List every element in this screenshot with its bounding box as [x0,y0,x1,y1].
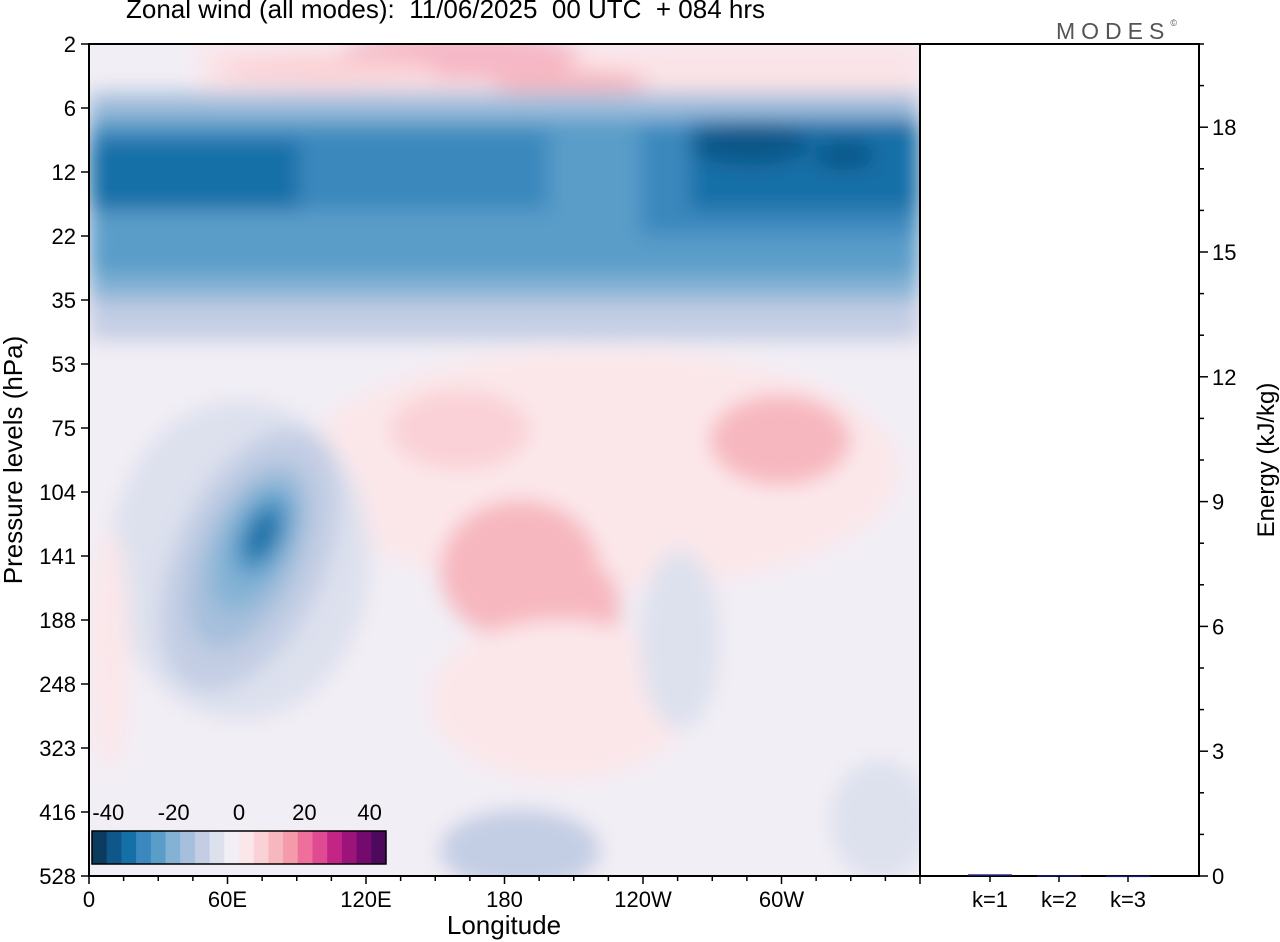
x-tick-label: 120W [614,887,672,912]
colorbar-swatch [356,831,372,864]
colorbar-swatch [253,831,269,864]
y-tick-label: 141 [39,544,76,569]
x-axis-ticks: 0 60E 120E 180 120W 60W [83,876,921,912]
y-tick-label: 323 [39,736,76,761]
y-tick-label: 22 [52,224,76,249]
colorbar-label: -20 [158,800,190,825]
heatmap-field [89,44,920,876]
colorbar-swatch [327,831,343,864]
colorbar-swatch [92,831,108,864]
y-tick-label: 248 [39,672,76,697]
bar-category-label: k=1 [972,887,1008,912]
x-axis-label: Longitude [447,910,561,940]
y-tick-label: 35 [52,288,76,313]
x-tick-label: 60W [759,887,804,912]
y-tick-label: 104 [39,480,76,505]
energy-tick-label: 15 [1212,240,1236,265]
energy-tick-label: 18 [1212,115,1236,140]
colorbar-label: 20 [292,800,316,825]
y-tick-label: 53 [52,352,76,377]
y-tick-label: 416 [39,800,76,825]
bar-panel-frame [919,43,1200,877]
colorbar-swatch [150,831,166,864]
colorbar-swatch [312,831,328,864]
y-axis-label: Pressure levels (hPa) [0,336,28,585]
x-tick-label: 60E [208,887,247,912]
colorbar-swatch [239,831,255,864]
logo-copyright-mark: © [1170,18,1177,28]
energy-tick-label: 0 [1212,864,1224,889]
modes-logo: MODES© [1056,18,1177,45]
colorbar-swatch [297,831,313,864]
colorbar-label: -40 [92,800,124,825]
y-tick-label: 528 [39,864,76,889]
colorbar-swatch [224,831,240,864]
x-tick-label: 180 [486,887,523,912]
energy-tick-label: 3 [1212,739,1224,764]
colorbar-swatches [92,831,387,864]
x-tick-label: 120E [340,887,391,912]
bar-category-label: k=2 [1041,887,1077,912]
energy-bars: k=1 k=2 k=3 [968,874,1150,912]
logo-text: MODES [1056,18,1171,44]
y-tick-label: 6 [64,96,76,121]
colorbar-swatch [371,831,387,864]
energy-tick-label: 6 [1212,614,1224,639]
colorbar-swatch [180,831,196,864]
y-tick-label: 12 [52,160,76,185]
bar-category-label: k=3 [1110,887,1146,912]
energy-axis-label: Energy (kJ/kg) [1253,383,1280,538]
colorbar-label: 0 [233,800,245,825]
energy-tick-label: 12 [1212,365,1236,390]
colorbar-swatch [283,831,299,864]
colorbar-label: 40 [357,800,381,825]
energy-tick-label: 9 [1212,490,1224,515]
energy-axis-ticks: 0 3 6 9 12 15 18 [1199,43,1236,889]
x-tick-label: 0 [83,887,95,912]
colorbar-labels: -40 -20 0 20 40 [92,800,381,825]
colorbar-swatch [341,831,358,864]
y-tick-label: 75 [52,416,76,441]
colorbar-swatch [194,831,211,864]
y-tick-label: 188 [39,608,76,633]
colorbar-frame [91,830,387,865]
energy-bar [968,874,1012,876]
colorbar-swatch [106,831,122,864]
energy-bar [1037,875,1081,877]
chart-title: Zonal wind (all modes): 11/06/2025 00 UT… [126,0,766,24]
colorbar-swatch [136,831,152,864]
y-axis-ticks: 2 6 12 22 35 53 75 104 141 188 248 323 416 528 [39,32,89,889]
y-tick-label: 2 [64,32,76,57]
colorbar: -40 -20 0 20 40 [91,800,387,865]
colorbar-swatch [268,831,284,864]
colorbar-swatch [121,831,137,864]
colorbar-swatch [209,831,225,864]
colorbar-swatch [165,831,181,864]
